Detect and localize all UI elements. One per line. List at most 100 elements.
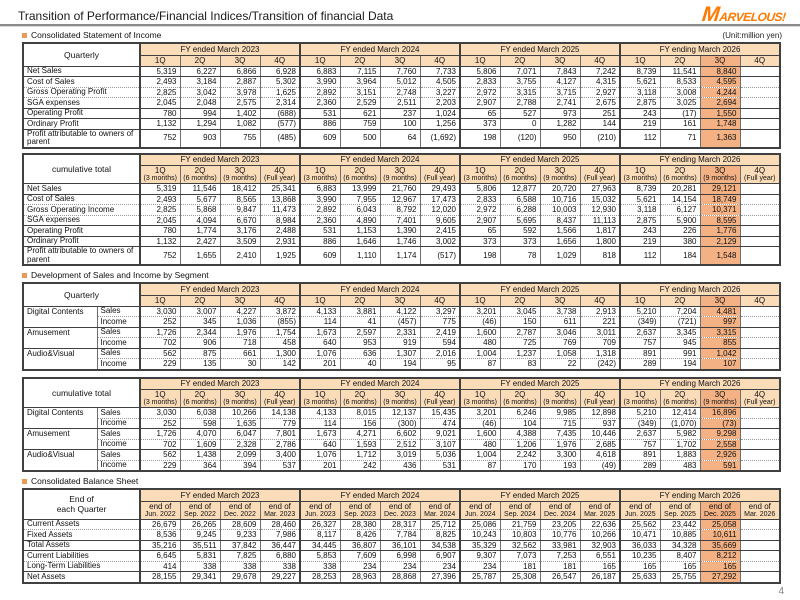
table-row: Cost of Sales 2,493 3,184 2,887 5,302 3,990 3,… bbox=[22, 76, 780, 88]
value-cell: 12,137 bbox=[379, 407, 420, 419]
column-header-label: 1Q bbox=[474, 55, 486, 65]
column-header: 2Q bbox=[659, 295, 700, 307]
value-cell: 1,566 bbox=[539, 225, 580, 237]
value-cell: 818 bbox=[579, 246, 620, 266]
column-header-note: (9 months) bbox=[543, 399, 577, 406]
row-label: Ordinary Profit bbox=[22, 236, 140, 247]
section-label: Consolidated Balance Sheet bbox=[31, 476, 139, 486]
value-cell: 6,670 bbox=[219, 215, 260, 226]
value-cell bbox=[739, 204, 780, 216]
column-header-label: 2Q bbox=[674, 295, 686, 305]
column-header: 2Q bbox=[499, 295, 540, 307]
value-cell: 8,984 bbox=[259, 215, 300, 226]
value-cell: 25,787 bbox=[459, 571, 500, 583]
value-cell: 5,695 bbox=[499, 215, 540, 226]
value-cell: 1,004 bbox=[459, 449, 500, 461]
column-header-label: 4Q bbox=[274, 55, 286, 65]
value-cell: 27,963 bbox=[579, 183, 620, 195]
column-header: 4Q (Full year) bbox=[579, 165, 620, 184]
value-cell: 10,716 bbox=[539, 194, 580, 205]
value-cell bbox=[739, 327, 780, 338]
fiscal-year-header: FY ended March 2024 bbox=[299, 43, 460, 56]
value-cell: 3,990 bbox=[299, 194, 340, 205]
table-row: Digital Contents Sales 3,030 3,007 4,227 3,87… bbox=[22, 306, 780, 328]
value-cell: 135 bbox=[179, 358, 220, 370]
value-cell: 7,784 bbox=[379, 529, 420, 541]
row-label: Current Liabilities bbox=[22, 550, 140, 562]
header-row: cumulative total FY ended March 2023 FY en… bbox=[22, 377, 780, 408]
column-header-note: (9 months) bbox=[383, 399, 417, 406]
column-header: 3Q (9 months) bbox=[219, 165, 260, 184]
value-cell: 12,967 bbox=[379, 194, 420, 205]
row-label: Income bbox=[96, 337, 140, 349]
value-cell: 165 bbox=[619, 561, 660, 572]
value-cell: 8,536 bbox=[139, 529, 180, 541]
value-cell: 2,972 bbox=[459, 87, 500, 98]
column-header-label: 1Q bbox=[634, 390, 646, 399]
value-cell: 114 bbox=[299, 418, 340, 429]
value-cell: 289 bbox=[619, 358, 660, 370]
column-header: 3Q bbox=[379, 55, 420, 67]
value-cell: 165 bbox=[659, 561, 700, 572]
column-header: end of Jun. 2022 bbox=[139, 501, 180, 520]
value-cell: 234 bbox=[339, 561, 380, 572]
section-label: Consolidated Statement of Income bbox=[31, 30, 162, 40]
value-cell: 198 bbox=[459, 246, 500, 266]
column-header-label: 2Q bbox=[514, 390, 526, 399]
column-header-label: end of bbox=[188, 501, 212, 511]
value-cell: 29,341 bbox=[179, 571, 220, 583]
column-header: 4Q bbox=[259, 295, 300, 307]
column-header: 4Q bbox=[739, 295, 780, 307]
value-cell: 755 bbox=[219, 129, 260, 148]
value-cell: 26,679 bbox=[139, 519, 180, 530]
column-header-note: (3 months) bbox=[463, 399, 497, 406]
fiscal-year-header: FY ended March 2025 bbox=[459, 377, 620, 390]
value-cell: 25,308 bbox=[499, 571, 540, 583]
value-cell bbox=[739, 66, 780, 77]
column-header-note: (Full year) bbox=[263, 175, 296, 182]
value-cell: 640 bbox=[299, 439, 340, 450]
column-header-note: (Full year) bbox=[583, 175, 616, 182]
section-bullet-icon bbox=[22, 272, 27, 278]
row-label: SGA expenses bbox=[22, 215, 140, 226]
column-header-note: (9 months) bbox=[383, 175, 417, 182]
value-cell bbox=[739, 194, 780, 205]
column-header: 2Q (6 months) bbox=[179, 165, 220, 184]
column-header-label: 2Q bbox=[194, 295, 206, 305]
value-cell: 23,205 bbox=[539, 519, 580, 530]
table-row: Digital Contents Sales 3,030 6,038 10,266 14,… bbox=[22, 407, 780, 429]
value-cell: 2,597 bbox=[339, 327, 380, 338]
value-cell: 592 bbox=[499, 225, 540, 237]
column-header-label: end of bbox=[508, 501, 532, 511]
column-header-label: 1Q bbox=[154, 390, 166, 399]
value-cell: 3,007 bbox=[179, 306, 220, 317]
value-cell: 15,435 bbox=[419, 407, 460, 419]
value-cell: 1,318 bbox=[579, 348, 620, 359]
row-label: Operating Profit bbox=[22, 225, 140, 237]
value-cell: 8,533 bbox=[659, 76, 700, 88]
column-header-label: 1Q bbox=[314, 390, 326, 399]
row-label: Income bbox=[96, 439, 140, 450]
value-cell: 1,646 bbox=[339, 236, 380, 247]
value-cell: 144 bbox=[579, 118, 620, 130]
value-cell: 25,755 bbox=[659, 571, 700, 583]
column-header: 2Q (6 months) bbox=[659, 389, 700, 408]
column-header-note: (9 months) bbox=[703, 175, 737, 182]
column-header: 3Q (9 months) bbox=[699, 389, 740, 408]
value-cell: 598 bbox=[179, 418, 220, 429]
value-cell: 25,562 bbox=[619, 519, 660, 530]
value-cell: 26,187 bbox=[579, 571, 620, 583]
value-cell: 1,635 bbox=[219, 418, 260, 429]
value-cell: 107 bbox=[699, 358, 740, 370]
income-quarterly-table: Quarterly FY ended March 2023 FY ended Mar… bbox=[22, 42, 781, 149]
value-cell: 1,438 bbox=[179, 449, 220, 461]
table-row: Income 702 906 718 458 640 953 919 594 480 725 769 7… bbox=[23, 337, 780, 349]
value-cell: 1,726 bbox=[139, 428, 180, 440]
value-cell: (349) bbox=[619, 316, 660, 328]
value-cell: 4,595 bbox=[699, 76, 740, 88]
column-header: end of Sep. 2023 bbox=[339, 501, 380, 520]
table-row: Gross Operating Income 2,825 5,868 9,847 11,… bbox=[22, 204, 780, 216]
value-cell: 1,800 bbox=[579, 236, 620, 247]
column-header-label: end of bbox=[268, 501, 291, 511]
value-cell: 22 bbox=[539, 358, 580, 370]
